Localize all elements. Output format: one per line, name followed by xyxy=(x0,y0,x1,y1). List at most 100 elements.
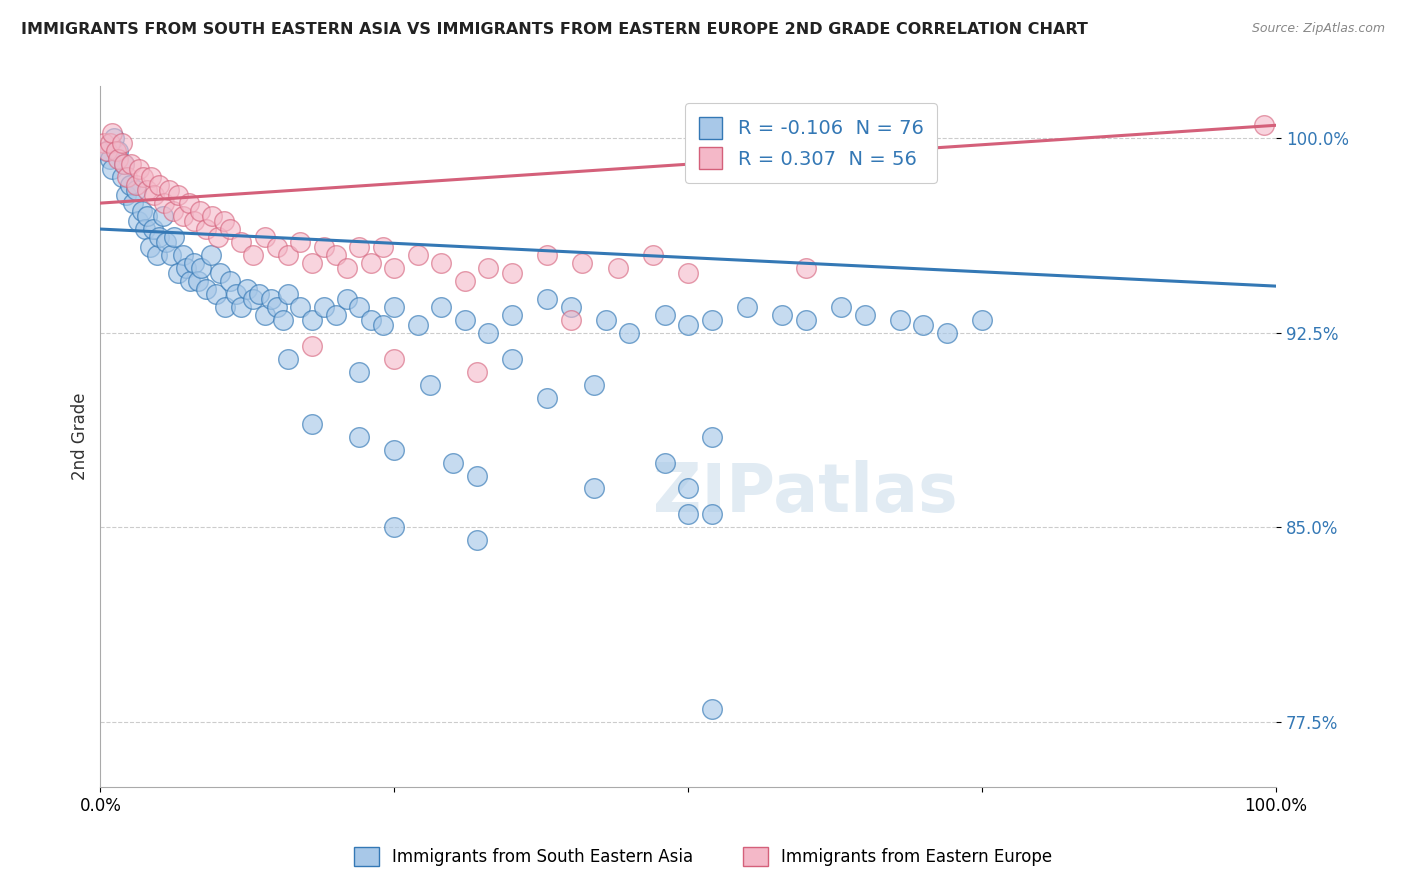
Point xyxy=(301,339,323,353)
Point xyxy=(430,300,453,314)
Point xyxy=(172,248,194,262)
Point xyxy=(676,508,699,522)
Point xyxy=(465,365,488,379)
Point xyxy=(139,170,162,185)
Point xyxy=(325,248,347,262)
Point xyxy=(371,240,394,254)
Point xyxy=(735,300,758,314)
Point xyxy=(583,482,606,496)
Point xyxy=(441,456,464,470)
Point xyxy=(101,162,124,177)
Point xyxy=(136,183,159,197)
Point xyxy=(142,222,165,236)
Point xyxy=(98,152,121,166)
Point xyxy=(160,248,183,262)
Point xyxy=(700,429,723,443)
Point xyxy=(465,533,488,548)
Point xyxy=(536,248,558,262)
Point xyxy=(889,313,911,327)
Point xyxy=(127,214,149,228)
Point xyxy=(700,508,723,522)
Point xyxy=(382,520,405,534)
Point xyxy=(972,313,994,327)
Point xyxy=(336,260,359,275)
Point xyxy=(430,256,453,270)
Point xyxy=(172,209,194,223)
Point xyxy=(277,286,299,301)
Point xyxy=(131,203,153,218)
Point xyxy=(700,702,723,716)
Point xyxy=(641,248,664,262)
Point xyxy=(236,282,259,296)
Point xyxy=(676,318,699,332)
Point xyxy=(212,214,235,228)
Point xyxy=(536,292,558,306)
Point xyxy=(96,145,118,159)
Point xyxy=(382,300,405,314)
Point xyxy=(290,300,312,314)
Point xyxy=(183,214,205,228)
Point xyxy=(112,157,135,171)
Point xyxy=(103,131,125,145)
Point xyxy=(134,222,156,236)
Point xyxy=(107,145,129,159)
Point xyxy=(174,260,197,275)
Point xyxy=(104,145,127,159)
Point xyxy=(290,235,312,249)
Point xyxy=(312,300,335,314)
Point xyxy=(277,351,299,366)
Text: IMMIGRANTS FROM SOUTH EASTERN ASIA VS IMMIGRANTS FROM EASTERN EUROPE 2ND GRADE C: IMMIGRANTS FROM SOUTH EASTERN ASIA VS IM… xyxy=(21,22,1088,37)
Point xyxy=(162,203,184,218)
Point xyxy=(138,240,160,254)
Point xyxy=(146,248,169,262)
Point xyxy=(454,274,477,288)
Point xyxy=(195,222,218,236)
Point xyxy=(536,391,558,405)
Point xyxy=(179,274,201,288)
Point xyxy=(242,292,264,306)
Point xyxy=(115,188,138,202)
Point xyxy=(98,136,121,151)
Point xyxy=(96,145,118,159)
Point xyxy=(110,136,132,151)
Point xyxy=(700,313,723,327)
Point xyxy=(163,230,186,244)
Point xyxy=(153,196,176,211)
Point xyxy=(225,286,247,301)
Point xyxy=(253,308,276,322)
Point xyxy=(247,286,270,301)
Point xyxy=(214,300,236,314)
Point xyxy=(325,308,347,322)
Point xyxy=(195,282,218,296)
Point xyxy=(654,308,676,322)
Point xyxy=(167,188,190,202)
Point xyxy=(277,248,299,262)
Point xyxy=(347,365,370,379)
Point xyxy=(101,126,124,140)
Point xyxy=(477,260,499,275)
Point xyxy=(266,300,288,314)
Point xyxy=(347,240,370,254)
Point xyxy=(112,157,135,171)
Point xyxy=(271,313,294,327)
Point xyxy=(560,313,582,327)
Text: Source: ZipAtlas.com: Source: ZipAtlas.com xyxy=(1251,22,1385,36)
Point xyxy=(312,240,335,254)
Point xyxy=(347,429,370,443)
Point xyxy=(148,178,170,192)
Point xyxy=(253,230,276,244)
Point xyxy=(770,308,793,322)
Point xyxy=(218,222,240,236)
Point xyxy=(382,260,405,275)
Point xyxy=(201,209,224,223)
Point xyxy=(110,170,132,185)
Point xyxy=(676,482,699,496)
Point xyxy=(136,209,159,223)
Point xyxy=(124,183,146,197)
Point xyxy=(571,256,593,270)
Point xyxy=(200,248,222,262)
Point xyxy=(501,266,523,280)
Point xyxy=(128,162,150,177)
Point xyxy=(406,318,429,332)
Point xyxy=(619,326,641,340)
